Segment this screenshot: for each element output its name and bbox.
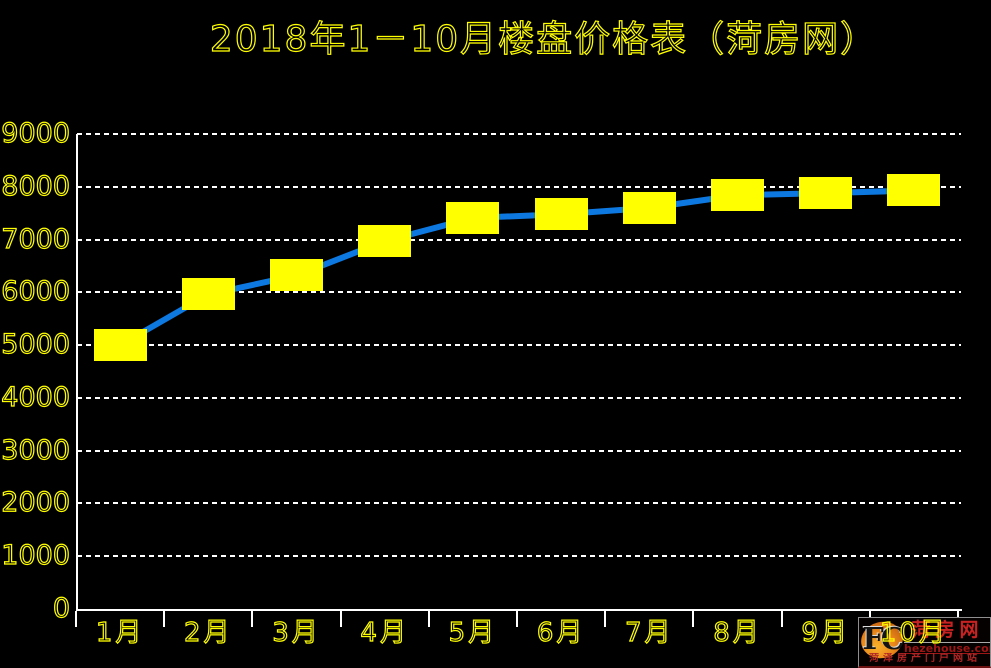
x-axis-label-7: 7月 — [624, 618, 674, 648]
x-axis-label-9: 9月 — [801, 618, 850, 648]
x-axis-label-8: 8月 — [713, 618, 762, 648]
x-axis-tick-1 — [163, 611, 166, 627]
x-axis-tick-8 — [780, 611, 783, 627]
gridline-8000 — [77, 185, 961, 188]
x-axis-label-10: 10月 — [879, 618, 948, 648]
gridline-2000 — [77, 502, 961, 505]
x-axis-label-3: 3月 — [272, 618, 321, 648]
gridline-5000 — [77, 344, 961, 347]
watermark-site-name: 菏房网 — [911, 619, 984, 641]
watermark-domain: hezehouse.com — [904, 642, 991, 655]
watermark-logo-monogram: FC — [862, 622, 904, 657]
chart-title: 2018年1－10月楼盘价格表（菏房网） — [209, 18, 879, 60]
gridline-3000 — [77, 449, 961, 452]
gridline-1000 — [77, 555, 961, 558]
y-axis-label-9000: 9000 — [1, 118, 71, 149]
y-axis-line — [76, 134, 78, 611]
x-axis-line — [76, 609, 962, 611]
y-axis-label-5000: 5000 — [1, 329, 71, 361]
x-axis-label-5: 5月 — [448, 618, 498, 648]
y-axis-label-6000: 6000 — [1, 276, 71, 308]
data-point-marker-6月 — [534, 198, 588, 231]
y-axis-label-1000: 1000 — [1, 540, 71, 572]
watermark-tagline: 菏泽房产门户网站 — [869, 653, 981, 664]
gridline-4000 — [77, 396, 961, 399]
x-axis-tick-3 — [339, 611, 342, 627]
data-point-marker-1月 — [93, 329, 147, 362]
x-axis-label-6: 6月 — [536, 618, 586, 648]
data-point-marker-2月 — [181, 278, 235, 311]
data-point-marker-8月 — [711, 179, 764, 212]
data-point-marker-3月 — [270, 259, 323, 292]
x-axis-tick-6 — [604, 611, 607, 627]
gridline-7000 — [77, 238, 961, 241]
watermark-logo: FC — [859, 618, 907, 663]
price-line — [117, 187, 917, 349]
data-point-marker-9月 — [799, 177, 853, 210]
y-axis-label-4000: 4000 — [1, 381, 71, 413]
x-axis-label-2: 2月 — [183, 618, 233, 648]
x-axis-tick-7 — [692, 611, 695, 627]
x-axis-label-1: 1月 — [95, 618, 145, 648]
y-axis-label-8000: 8000 — [1, 170, 71, 202]
y-axis-label-3000: 3000 — [1, 434, 71, 466]
y-axis-label-7000: 7000 — [1, 223, 71, 255]
x-axis-tick-5 — [516, 611, 518, 627]
x-axis-tick-4 — [427, 611, 430, 627]
data-point-marker-10月 — [887, 174, 941, 207]
y-axis-label-2000: 2000 — [1, 487, 71, 519]
data-point-marker-4月 — [358, 225, 412, 258]
watermark: FC 菏房网 hezehouse.com 菏泽房产门户网站 — [858, 617, 991, 668]
x-axis-tick-2 — [251, 611, 254, 627]
y-axis-label-0: 0 — [52, 593, 70, 624]
data-point-marker-5月 — [446, 201, 500, 234]
gridline-9000 — [77, 133, 961, 135]
x-axis-tick-0 — [75, 611, 77, 627]
data-point-marker-7月 — [622, 191, 676, 224]
x-axis-label-4: 4月 — [360, 618, 409, 648]
